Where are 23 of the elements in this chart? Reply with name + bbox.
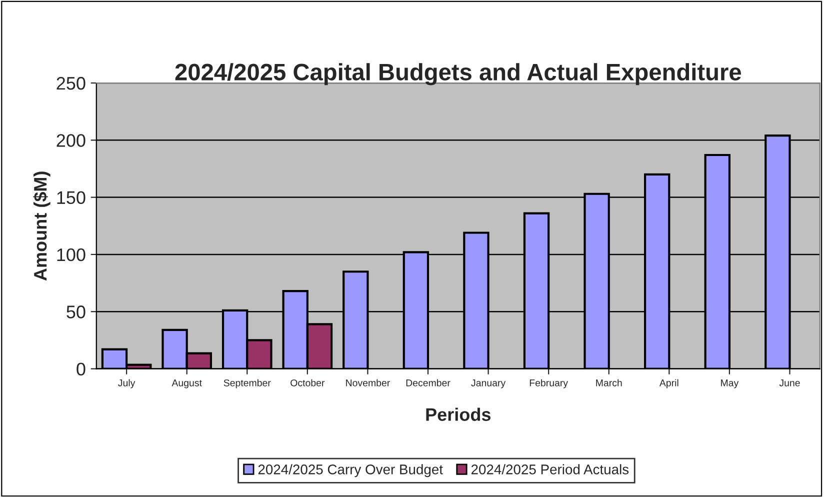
legend-label: 2024/2025 Period Actuals (471, 464, 629, 474)
y-tick-label: 200 (56, 134, 86, 147)
x-tick-label: January (471, 380, 506, 388)
y-tick-label: 0 (76, 362, 86, 376)
x-tick-label: October (290, 379, 325, 386)
x-tick-label: July (118, 379, 136, 388)
y-tick-label: 100 (57, 248, 86, 262)
legend-label: 2024/2025 Carry Over Budget (258, 464, 443, 478)
x-tick-label: September (224, 379, 271, 388)
x-tick-label: February (530, 379, 568, 388)
x-tick-label: December (406, 379, 450, 386)
x-tick-label: August (172, 380, 202, 388)
x-tick-label: April (659, 379, 678, 388)
x-axis-title: Periods (426, 408, 491, 421)
x-tick-label: March (596, 379, 622, 386)
y-tick-label: 150 (57, 191, 86, 204)
x-tick-label: June (779, 380, 800, 386)
y-tick-label: 50 (66, 306, 86, 318)
x-tick-label: November (346, 379, 390, 386)
x-tick-label: May (721, 380, 739, 388)
chart-title: 2024/2025 Capital Budgets and Actual Expenditure (175, 63, 741, 86)
y-axis-title: Amount ($M) (33, 172, 50, 281)
y-tick-label: 250 (56, 76, 86, 90)
